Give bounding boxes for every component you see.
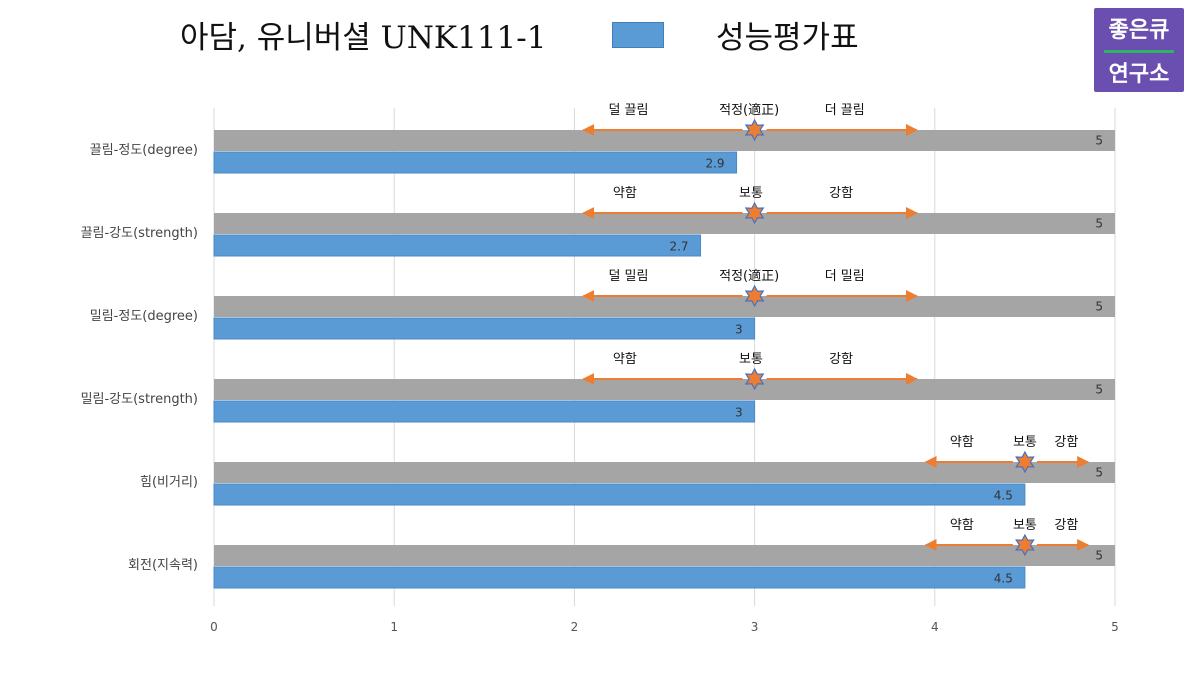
category-label: 힘(비거리) <box>140 475 198 490</box>
value-bar-label: 4.5 <box>994 489 1013 503</box>
value-bar <box>213 234 702 257</box>
scale-label: 보통 <box>1013 435 1037 450</box>
category-label: 밀림-강도(strength) <box>81 392 198 407</box>
x-tick-label: 4 <box>931 620 939 634</box>
category-label: 끌림-강도(strength) <box>81 226 198 241</box>
chart-title: 아담, 유니버셜 UNK111-1 <box>180 20 547 56</box>
scale-label: 강함 <box>829 352 853 367</box>
max-bar <box>214 545 1115 566</box>
brand-logo: 좋은큐 연구소 <box>1094 8 1184 92</box>
scale-label: 더 끌림 <box>825 103 865 118</box>
value-bar <box>213 317 756 340</box>
reference-star-marker <box>744 284 765 308</box>
value-bar <box>213 566 1026 589</box>
scale-label: 적정(適正) <box>719 102 779 118</box>
scale-label: 강함 <box>1054 518 1078 533</box>
x-tick-label: 5 <box>1111 620 1119 634</box>
scale-label: 더 밀림 <box>825 269 865 284</box>
value-bar-label: 3 <box>735 323 743 337</box>
logo-text-top: 좋은큐 <box>1108 18 1170 43</box>
max-bar <box>214 130 1115 151</box>
scale-label: 덜 밀림 <box>608 269 648 284</box>
scale-label: 보통 <box>739 352 763 367</box>
value-bar <box>213 151 738 174</box>
scale-label: 약함 <box>613 352 637 367</box>
scale-label: 약함 <box>613 186 637 201</box>
scale-label: 보통 <box>1013 518 1037 533</box>
reference-star-marker <box>1015 533 1035 557</box>
legend-swatch <box>612 22 664 48</box>
chart-header: 아담, 유니버셜 UNK111-1 성능평가표 <box>0 12 1200 56</box>
max-bar-label: 5 <box>1095 300 1103 314</box>
category-label: 밀림-정도(degree) <box>90 309 198 324</box>
max-bar-label: 5 <box>1095 134 1103 148</box>
scale-label: 적정(適正) <box>719 268 779 284</box>
logo-divider <box>1104 50 1174 53</box>
max-bar-label: 5 <box>1095 383 1103 397</box>
reference-star-marker <box>744 201 765 225</box>
value-bar <box>213 483 1026 506</box>
scale-label: 보통 <box>739 186 763 201</box>
category-label: 회전(지속력) <box>128 558 198 573</box>
value-bar <box>213 400 756 423</box>
scale-label: 약함 <box>950 435 974 450</box>
max-bar-label: 5 <box>1095 217 1103 231</box>
max-bar <box>214 462 1115 483</box>
max-bar-label: 5 <box>1095 466 1103 480</box>
reference-star-marker <box>744 118 765 142</box>
scale-label: 강함 <box>829 186 853 201</box>
scale-label: 강함 <box>1054 435 1078 450</box>
value-bar-label: 4.5 <box>994 572 1013 586</box>
value-bar-label: 2.9 <box>705 157 724 171</box>
scale-label: 약함 <box>950 518 974 533</box>
legend-label: 성능평가표 <box>716 20 859 56</box>
logo-text-bottom: 연구소 <box>1108 62 1170 87</box>
reference-star-marker <box>744 367 765 391</box>
reference-star-marker <box>1015 450 1035 474</box>
max-bar <box>214 213 1115 234</box>
x-tick-label: 0 <box>210 620 218 634</box>
x-tick-label: 1 <box>390 620 398 634</box>
x-tick-label: 2 <box>571 620 579 634</box>
value-bar-label: 3 <box>735 406 743 420</box>
scale-label: 덜 끌림 <box>608 103 648 118</box>
category-label: 끌림-정도(degree) <box>90 143 198 158</box>
max-bar <box>214 296 1115 317</box>
max-bar-label: 5 <box>1095 549 1103 563</box>
x-tick-label: 3 <box>751 620 759 634</box>
max-bar <box>214 379 1115 400</box>
value-bar-label: 2.7 <box>669 240 688 254</box>
